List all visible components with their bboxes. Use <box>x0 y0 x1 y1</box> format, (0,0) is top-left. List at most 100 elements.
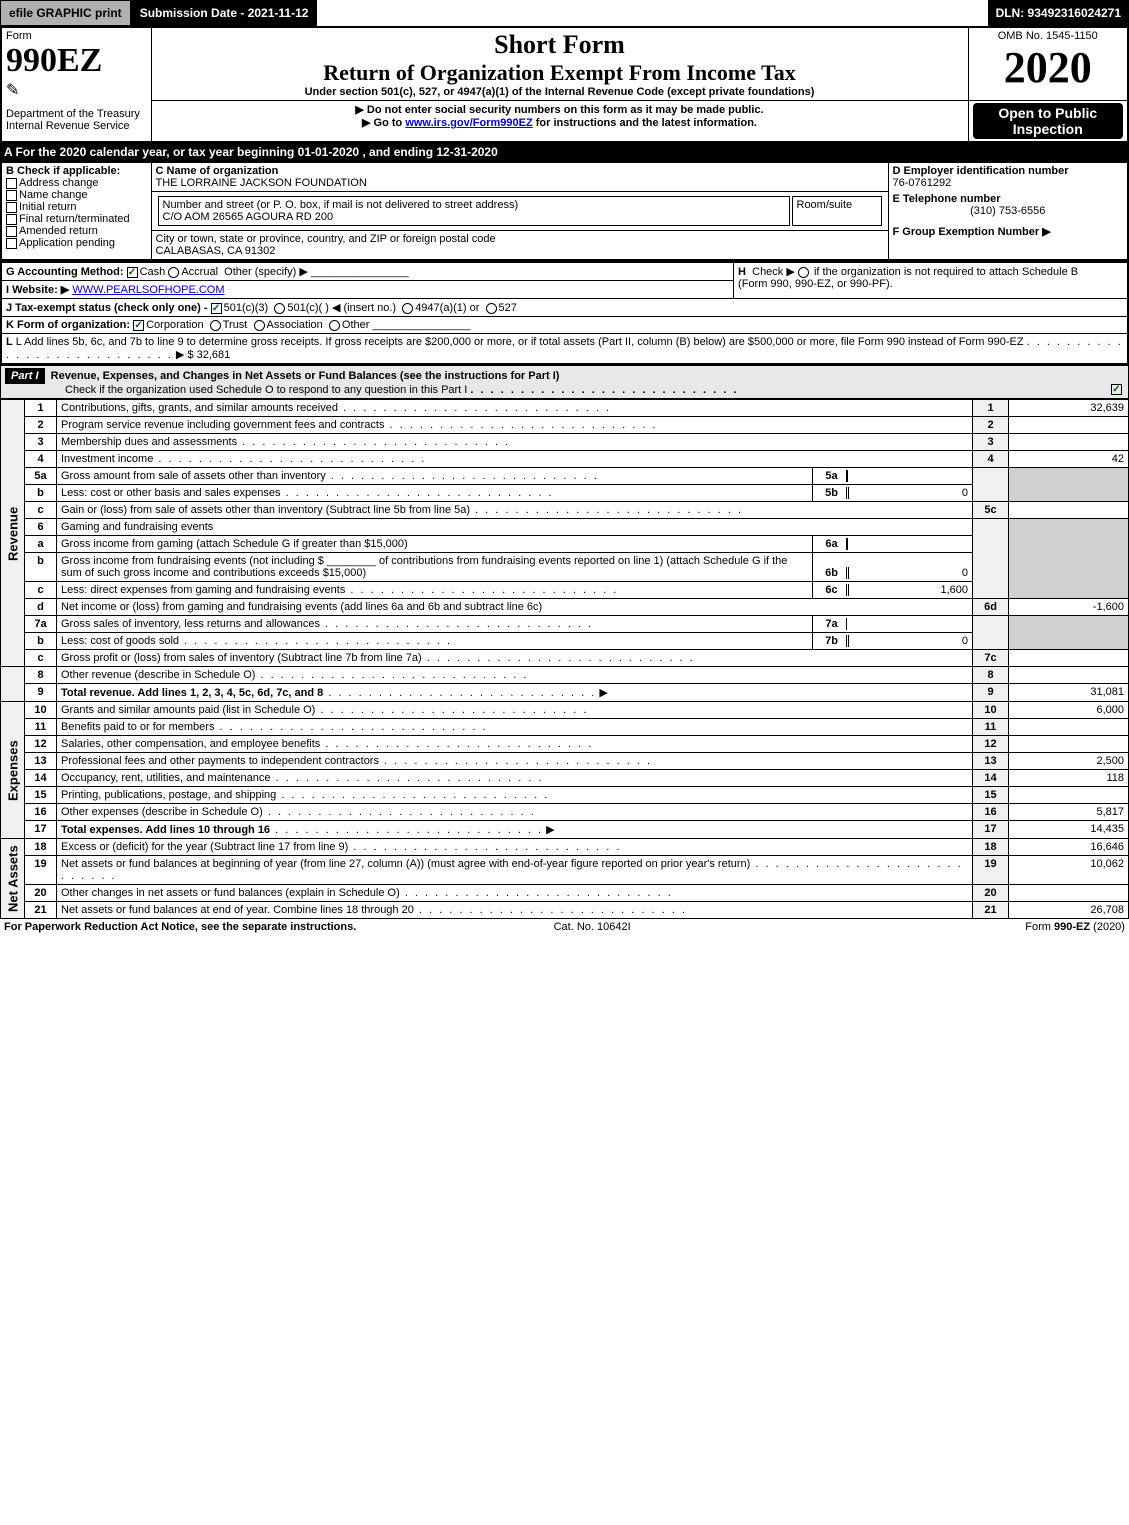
under-section: Under section 501(c), 527, or 4947(a)(1)… <box>156 86 964 98</box>
line-6b-subval: 0 <box>848 567 968 579</box>
form-label: Form <box>6 30 147 42</box>
section-j-label: J Tax-exempt status (check only one) - <box>6 302 208 314</box>
return-title: Return of Organization Exempt From Incom… <box>156 60 964 86</box>
address-change-checkbox[interactable] <box>6 178 17 189</box>
section-h-text3: (Form 990, 990-EZ, or 990-PF). <box>738 278 893 290</box>
part1-header: Part I Revenue, Expenses, and Changes in… <box>0 365 1129 399</box>
line-11-text: Benefits paid to or for members <box>61 721 214 733</box>
org-city: CALABASAS, CA 91302 <box>156 245 276 257</box>
accrual-radio[interactable] <box>168 267 179 278</box>
initial-return-checkbox[interactable] <box>6 202 17 213</box>
line-4-val: 42 <box>1009 451 1129 468</box>
line-12-col: 12 <box>973 736 1009 753</box>
line-6a-subval <box>847 538 848 550</box>
line-5a-num: 5a <box>25 468 57 485</box>
form-number: 990EZ <box>6 42 147 80</box>
final-return-checkbox[interactable] <box>6 214 17 225</box>
line-7b-num: b <box>25 633 57 650</box>
section-k-label: K Form of organization: <box>6 319 130 331</box>
app-pending-checkbox[interactable] <box>6 238 17 249</box>
amended-return-checkbox[interactable] <box>6 226 17 237</box>
line-14-col: 14 <box>973 770 1009 787</box>
cash-label: Cash <box>140 266 166 278</box>
line-3-col: 3 <box>973 434 1009 451</box>
line-6-text: Gaming and fundraising events <box>57 519 973 536</box>
line-21-text: Net assets or fund balances at end of ye… <box>61 904 414 916</box>
open-to-public: Open to Public Inspection <box>973 103 1124 139</box>
section-l-text: L Add lines 5b, 6c, and 7b to line 9 to … <box>16 336 1024 348</box>
final-return-label: Final return/terminated <box>19 213 130 225</box>
line-6d-val: -1,600 <box>1009 599 1129 616</box>
527-radio[interactable] <box>486 303 497 314</box>
cash-checkbox[interactable] <box>127 267 138 278</box>
section-l-amount: ▶ $ 32,681 <box>176 349 230 361</box>
line-16-text: Other expenses (describe in Schedule O) <box>61 806 263 818</box>
line-5c-val <box>1009 502 1129 519</box>
corporation-checkbox[interactable] <box>133 320 144 331</box>
section-d-label: D Employer identification number <box>893 165 1124 177</box>
line-5c-col: 5c <box>973 502 1009 519</box>
4947-radio[interactable] <box>402 303 413 314</box>
website-link[interactable]: WWW.PEARLSOFHOPE.COM <box>72 284 224 296</box>
line-11-val <box>1009 719 1129 736</box>
page-footer: For Paperwork Reduction Act Notice, see … <box>0 919 1129 935</box>
dln-label: DLN: 93492316024271 <box>988 0 1129 26</box>
line-6c-subcol: 6c <box>817 584 847 596</box>
line-10-val: 6,000 <box>1009 702 1129 719</box>
line-6c-subval: 1,600 <box>848 584 968 596</box>
501c-radio[interactable] <box>274 303 285 314</box>
submission-date-button[interactable]: Submission Date - 2021-11-12 <box>131 0 318 26</box>
line-21-num: 21 <box>25 902 57 919</box>
part1-check-text: Check if the organization used Schedule … <box>5 384 467 396</box>
line-13-num: 13 <box>25 753 57 770</box>
line-8-num: 8 <box>25 667 57 684</box>
section-i-label: I Website: ▶ <box>6 284 69 296</box>
line-18-text: Excess or (deficit) for the year (Subtra… <box>61 841 348 853</box>
app-pending-label: Application pending <box>19 237 115 249</box>
line-16-col: 16 <box>973 804 1009 821</box>
line-13-text: Professional fees and other payments to … <box>61 755 379 767</box>
footer-right: Form 990-EZ (2020) <box>1025 921 1125 933</box>
line-19-col: 19 <box>973 856 1009 885</box>
line-7c-num: c <box>25 650 57 667</box>
dept-treasury: Department of the Treasury <box>6 108 147 120</box>
501c3-checkbox[interactable] <box>211 303 222 314</box>
section-g-label: G Accounting Method: <box>6 266 124 278</box>
association-radio[interactable] <box>254 320 265 331</box>
line-13-val: 2,500 <box>1009 753 1129 770</box>
other-org-radio[interactable] <box>329 320 340 331</box>
section-b-label: B Check if applicable: <box>6 165 147 177</box>
line-5a-subcol: 5a <box>817 470 847 482</box>
line-7a-num: 7a <box>25 616 57 633</box>
line-1-text: Contributions, gifts, grants, and simila… <box>61 402 338 414</box>
schedule-o-checkbox[interactable] <box>1111 384 1122 395</box>
omb-number: OMB No. 1545-1150 <box>973 30 1124 42</box>
line-12-val <box>1009 736 1129 753</box>
line-9-val: 31,081 <box>1009 684 1129 702</box>
revenue-vert-label: Revenue <box>1 400 25 667</box>
line-7c-col: 7c <box>973 650 1009 667</box>
corporation-label: Corporation <box>146 319 203 331</box>
irs-link[interactable]: www.irs.gov/Form990EZ <box>405 117 532 129</box>
section-f-label: F Group Exemption Number ▶ <box>893 225 1124 238</box>
trust-radio[interactable] <box>210 320 221 331</box>
room-suite-label: Room/suite <box>792 196 882 226</box>
org-info-table: B Check if applicable: Address change Na… <box>0 161 1129 261</box>
part1-label: Part I <box>5 368 45 384</box>
dept-irs: Internal Revenue Service <box>6 120 147 132</box>
section-e-label: E Telephone number <box>893 193 1124 205</box>
line-5b-subval: 0 <box>848 487 968 499</box>
footer-mid: Cat. No. 10642I <box>554 921 631 933</box>
line-15-val <box>1009 787 1129 804</box>
name-change-checkbox[interactable] <box>6 190 17 201</box>
line-8-col: 8 <box>973 667 1009 684</box>
addr-label: Number and street (or P. O. box, if mail… <box>163 199 519 211</box>
schedule-b-radio[interactable] <box>798 267 809 278</box>
phone-value: (310) 753-6556 <box>893 205 1124 217</box>
line-10-num: 10 <box>25 702 57 719</box>
line-6a-subcol: 6a <box>817 538 847 550</box>
section-h-check: Check ▶ <box>752 266 795 278</box>
line-20-col: 20 <box>973 885 1009 902</box>
efile-print-button[interactable]: efile GRAPHIC print <box>0 0 131 26</box>
line-8-text: Other revenue (describe in Schedule O) <box>61 669 255 681</box>
